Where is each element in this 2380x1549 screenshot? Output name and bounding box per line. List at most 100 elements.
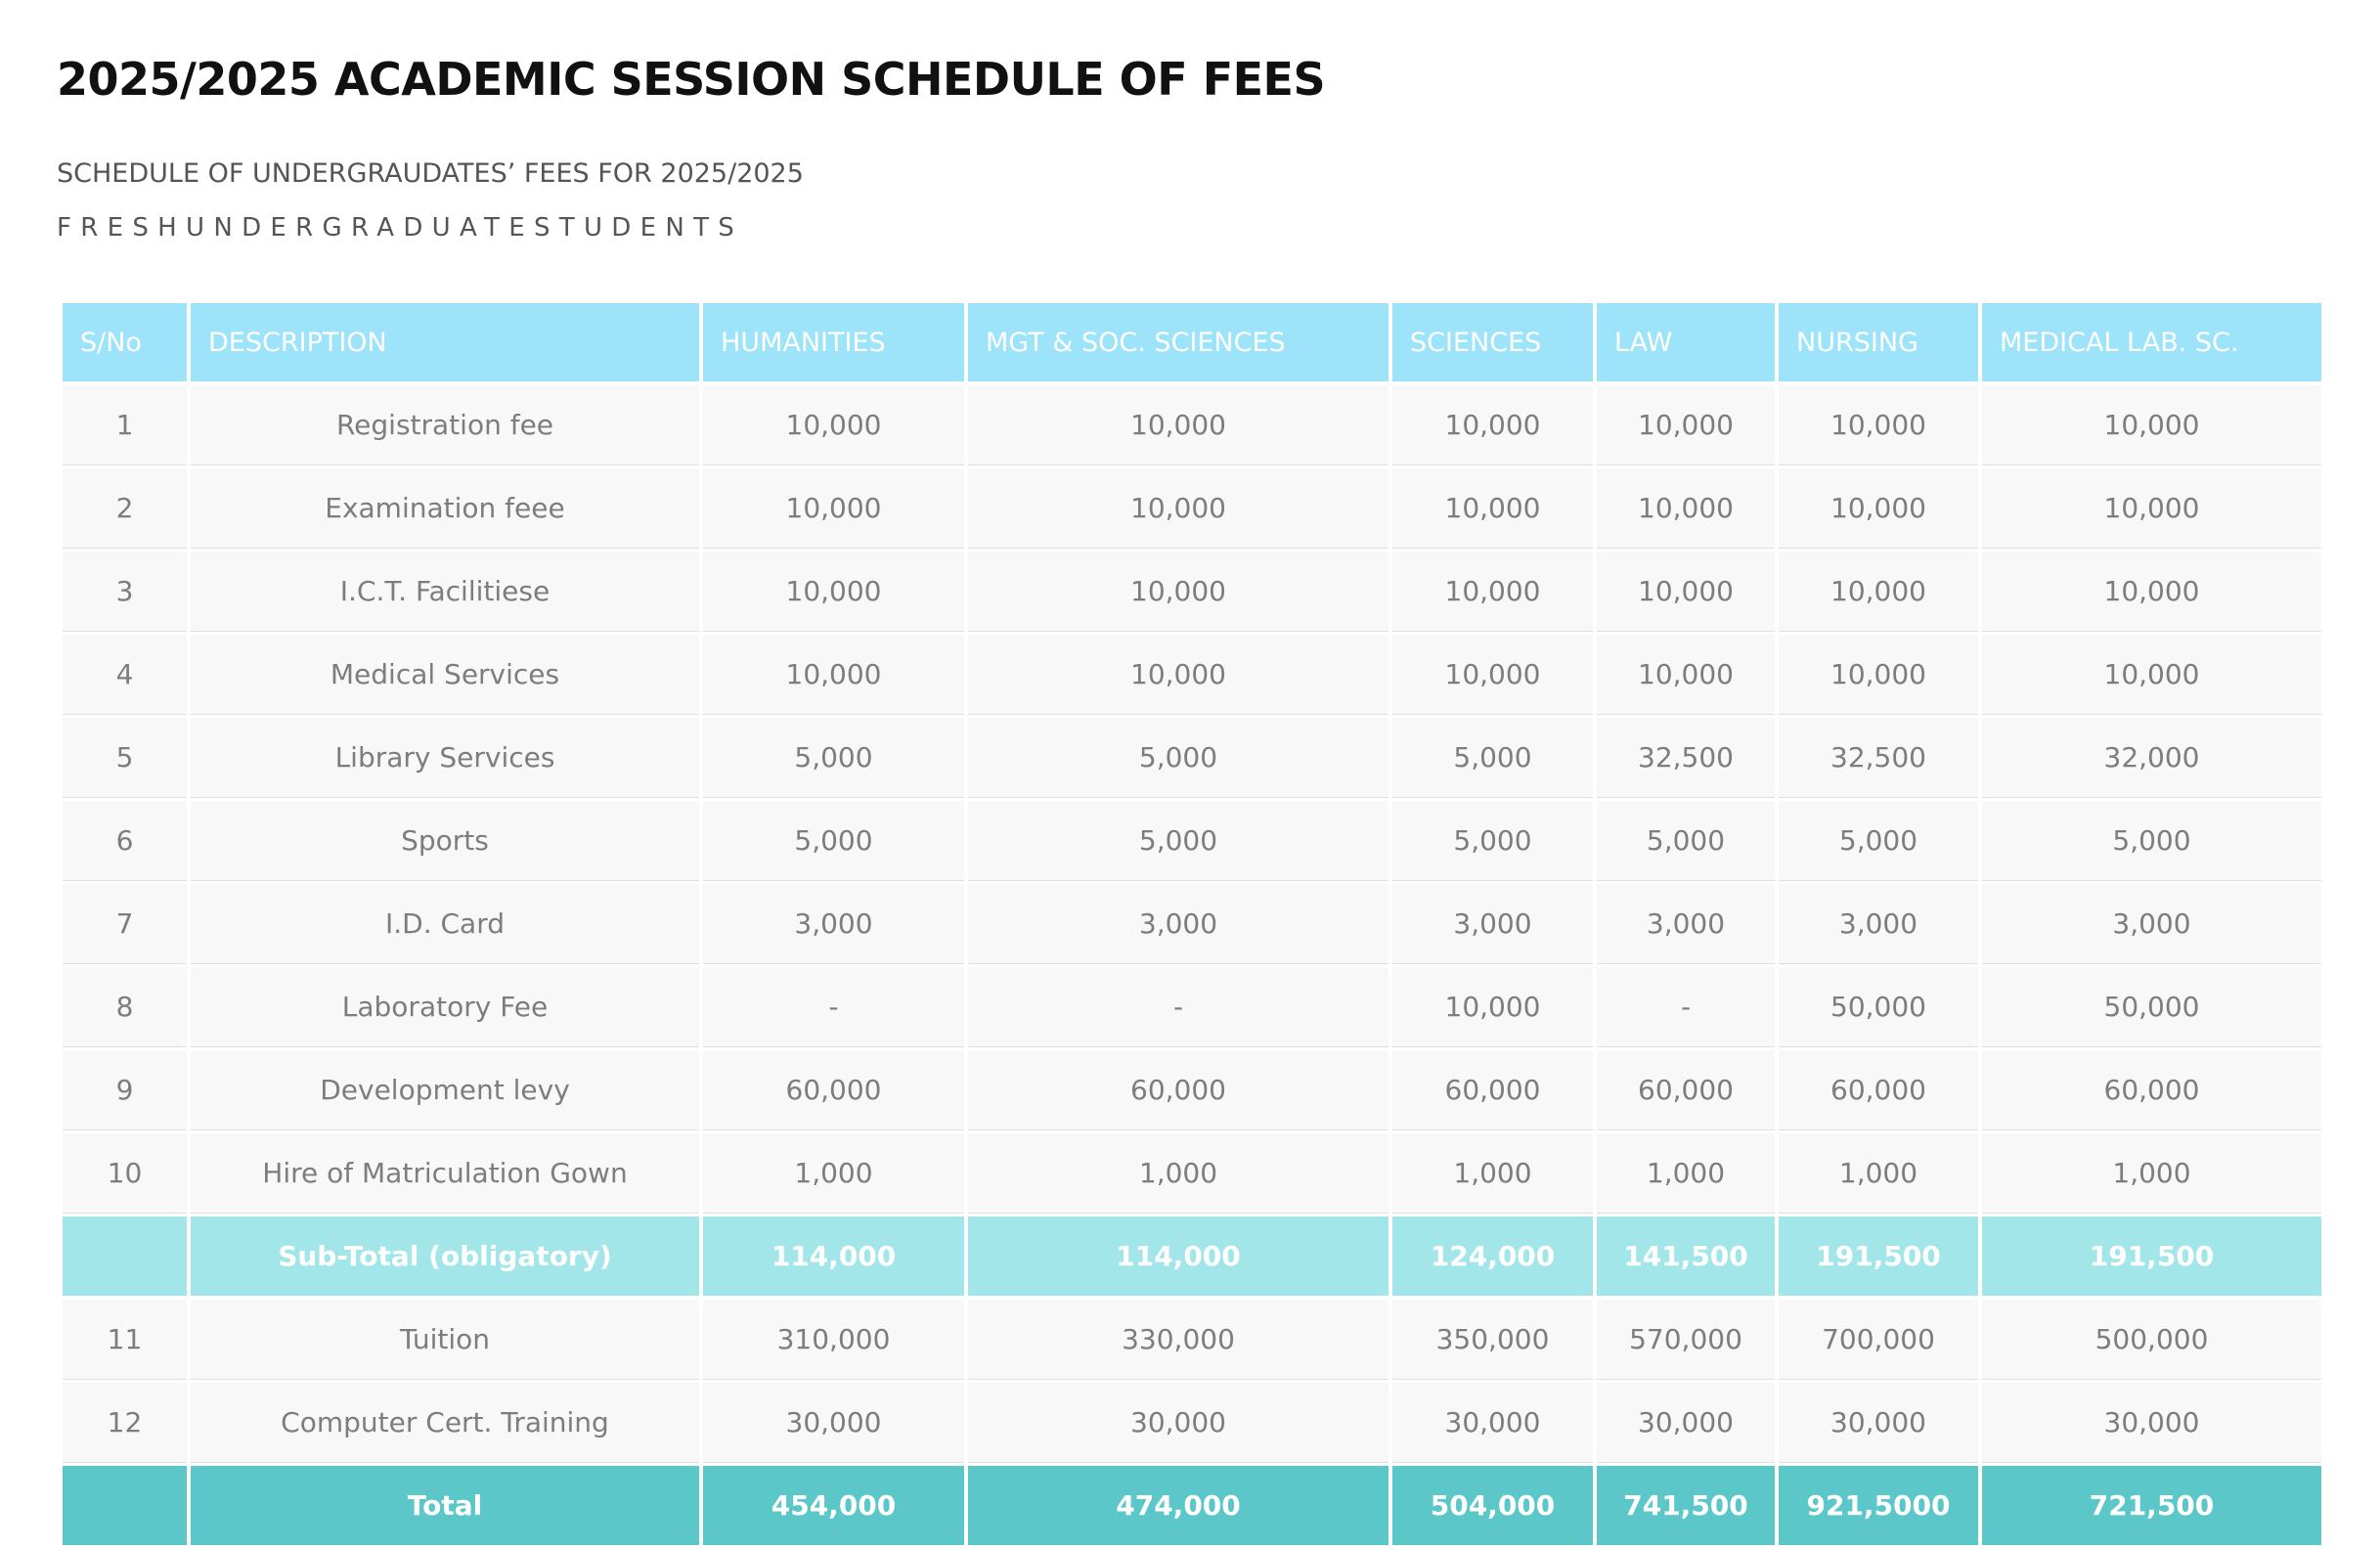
fee-cell: 10,000 bbox=[968, 385, 1388, 465]
fee-cell: 1,000 bbox=[1597, 1133, 1775, 1213]
fee-cell: 10,000 bbox=[703, 635, 964, 714]
column-header-sno: S/No bbox=[63, 303, 187, 381]
description-cell: Library Services bbox=[191, 718, 699, 797]
description-cell: I.C.T. Facilitiese bbox=[191, 552, 699, 631]
fee-cell: 10,000 bbox=[1597, 552, 1775, 631]
fee-cell: 5,000 bbox=[1779, 801, 1978, 880]
sno-cell: 2 bbox=[63, 468, 187, 548]
fee-cell: 141,500 bbox=[1597, 1217, 1775, 1296]
sno-cell: 3 bbox=[63, 552, 187, 631]
sno-cell: 6 bbox=[63, 801, 187, 880]
fee-cell: 10,000 bbox=[1597, 385, 1775, 465]
fee-cell: 10,000 bbox=[1779, 552, 1978, 631]
sno-cell: 5 bbox=[63, 718, 187, 797]
column-header-description: DESCRIPTION bbox=[191, 303, 699, 381]
fee-cell: 474,000 bbox=[968, 1466, 1388, 1545]
fee-cell: 60,000 bbox=[1597, 1050, 1775, 1129]
fee-cell: 10,000 bbox=[1982, 552, 2321, 631]
fee-cell: 124,000 bbox=[1392, 1217, 1593, 1296]
fee-cell: 32,500 bbox=[1597, 718, 1775, 797]
fee-cell: 1,000 bbox=[1982, 1133, 2321, 1213]
fees-table-body: 1 Registration fee 10,000 10,000 10,000 10,00… bbox=[63, 385, 2321, 1545]
fee-cell: 10,000 bbox=[968, 468, 1388, 548]
fee-cell: 310,000 bbox=[703, 1300, 964, 1379]
fee-cell: 60,000 bbox=[1982, 1050, 2321, 1129]
fee-cell: 10,000 bbox=[1779, 635, 1978, 714]
fee-cell: 570,000 bbox=[1597, 1300, 1775, 1379]
fee-cell: 114,000 bbox=[968, 1217, 1388, 1296]
fee-cell: 5,000 bbox=[703, 718, 964, 797]
sno-cell bbox=[63, 1217, 187, 1296]
fee-cell: 50,000 bbox=[1982, 967, 2321, 1046]
fee-cell: 32,000 bbox=[1982, 718, 2321, 797]
fee-cell: 10,000 bbox=[703, 385, 964, 465]
table-row: 4 Medical Services 10,000 10,000 10,000 10,00… bbox=[63, 635, 2321, 714]
fee-cell: 3,000 bbox=[1597, 884, 1775, 963]
fee-cell: 741,500 bbox=[1597, 1466, 1775, 1545]
column-header-sciences: SCIENCES bbox=[1392, 303, 1593, 381]
column-header-mgt-soc-sciences: MGT & SOC. SCIENCES bbox=[968, 303, 1388, 381]
fee-cell: 1,000 bbox=[703, 1133, 964, 1213]
fee-cell: 5,000 bbox=[703, 801, 964, 880]
fee-cell: 10,000 bbox=[1982, 385, 2321, 465]
column-header-law: LAW bbox=[1597, 303, 1775, 381]
fee-cell: - bbox=[703, 967, 964, 1046]
description-cell: Development levy bbox=[191, 1050, 699, 1129]
table-row: 5 Library Services 5,000 5,000 5,000 32,500 32… bbox=[63, 718, 2321, 797]
fee-cell: 500,000 bbox=[1982, 1300, 2321, 1379]
fee-cell: 10,000 bbox=[1392, 385, 1593, 465]
subtotal-row: Sub-Total (obligatory) 114,000 114,000 124,… bbox=[63, 1217, 2321, 1296]
column-header-medical-lab-sc: MEDICAL LAB. SC. bbox=[1982, 303, 2321, 381]
fee-cell: 10,000 bbox=[1982, 635, 2321, 714]
fee-cell: 10,000 bbox=[1982, 468, 2321, 548]
description-cell: Computer Cert. Training bbox=[191, 1383, 699, 1462]
sno-cell: 4 bbox=[63, 635, 187, 714]
fee-cell: 10,000 bbox=[1392, 552, 1593, 631]
fee-cell: 60,000 bbox=[968, 1050, 1388, 1129]
table-row: 6 Sports 5,000 5,000 5,000 5,000 5,000 5,000 bbox=[63, 801, 2321, 880]
description-cell: Total bbox=[191, 1466, 699, 1545]
fee-cell: 191,500 bbox=[1982, 1217, 2321, 1296]
student-category-label: FRESHUNDERGRADUATESTUDENTS bbox=[57, 213, 744, 243]
table-row: 10 Hire of Matriculation Gown 1,000 1,000 1,… bbox=[63, 1133, 2321, 1213]
fee-cell: 10,000 bbox=[1779, 468, 1978, 548]
column-header-humanities: HUMANITIES bbox=[703, 303, 964, 381]
fee-cell: 921,5000 bbox=[1779, 1466, 1978, 1545]
fee-cell: 3,000 bbox=[1982, 884, 2321, 963]
fee-cell: 10,000 bbox=[1779, 385, 1978, 465]
fee-cell: 350,000 bbox=[1392, 1300, 1593, 1379]
fee-cell: 30,000 bbox=[968, 1383, 1388, 1462]
description-cell: Registration fee bbox=[191, 385, 699, 465]
fees-table: S/No DESCRIPTION HUMANITIES MGT & SOC. S… bbox=[59, 299, 2325, 1549]
table-header-row: S/No DESCRIPTION HUMANITIES MGT & SOC. S… bbox=[63, 303, 2321, 381]
table-row: 8 Laboratory Fee - -10,000-50,000 50,000 bbox=[63, 967, 2321, 1046]
fee-cell: 10,000 bbox=[1392, 468, 1593, 548]
description-cell: Laboratory Fee bbox=[191, 967, 699, 1046]
fee-cell: - bbox=[968, 967, 1388, 1046]
table-row: 3 I.C.T. Facilitiese 10,000 10,000 10,000 10,… bbox=[63, 552, 2321, 631]
sno-cell: 9 bbox=[63, 1050, 187, 1129]
fee-cell: 3,000 bbox=[1392, 884, 1593, 963]
table-row: 7 I.D. Card 3,000 3,000 3,000 3,000 3,000 3,000 bbox=[63, 884, 2321, 963]
table-row: 11 Tuition 310,000 330,000 350,000 570,000 700… bbox=[63, 1300, 2321, 1379]
fee-cell: 10,000 bbox=[1597, 468, 1775, 548]
fee-cell: 10,000 bbox=[968, 635, 1388, 714]
fee-cell: 32,500 bbox=[1779, 718, 1978, 797]
fee-cell: 5,000 bbox=[1597, 801, 1775, 880]
fee-cell: 700,000 bbox=[1779, 1300, 1978, 1379]
fee-cell: 10,000 bbox=[1392, 635, 1593, 714]
fee-cell: 3,000 bbox=[703, 884, 964, 963]
description-cell: Hire of Matriculation Gown bbox=[191, 1133, 699, 1213]
sno-cell: 11 bbox=[63, 1300, 187, 1379]
fee-cell: 30,000 bbox=[1597, 1383, 1775, 1462]
fee-cell: 1,000 bbox=[1392, 1133, 1593, 1213]
sno-cell: 12 bbox=[63, 1383, 187, 1462]
table-row: 2 Examination feee 10,000 10,000 10,000 10,00… bbox=[63, 468, 2321, 548]
sno-cell: 10 bbox=[63, 1133, 187, 1213]
description-cell: I.D. Card bbox=[191, 884, 699, 963]
fee-cell: 454,000 bbox=[703, 1466, 964, 1545]
description-cell: Medical Services bbox=[191, 635, 699, 714]
fee-cell: 10,000 bbox=[1597, 635, 1775, 714]
fee-cell: 330,000 bbox=[968, 1300, 1388, 1379]
fee-cell: 191,500 bbox=[1779, 1217, 1978, 1296]
